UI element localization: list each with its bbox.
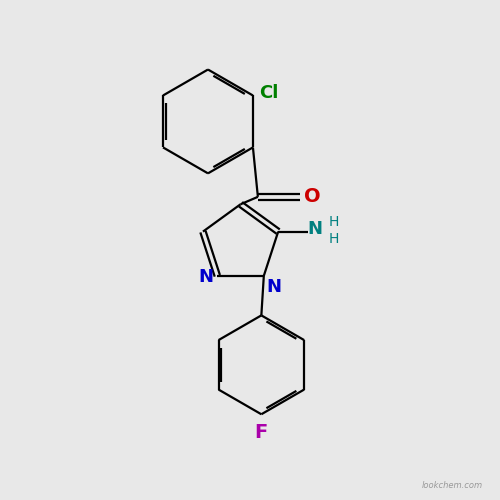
Text: H: H [329, 232, 340, 246]
Text: O: O [304, 188, 320, 206]
Text: lookchem.com: lookchem.com [422, 481, 482, 490]
Text: F: F [254, 423, 268, 442]
Text: H: H [329, 214, 340, 228]
Text: N: N [308, 220, 323, 238]
Text: Cl: Cl [259, 84, 278, 102]
Text: N: N [198, 268, 214, 286]
Text: N: N [266, 278, 281, 296]
